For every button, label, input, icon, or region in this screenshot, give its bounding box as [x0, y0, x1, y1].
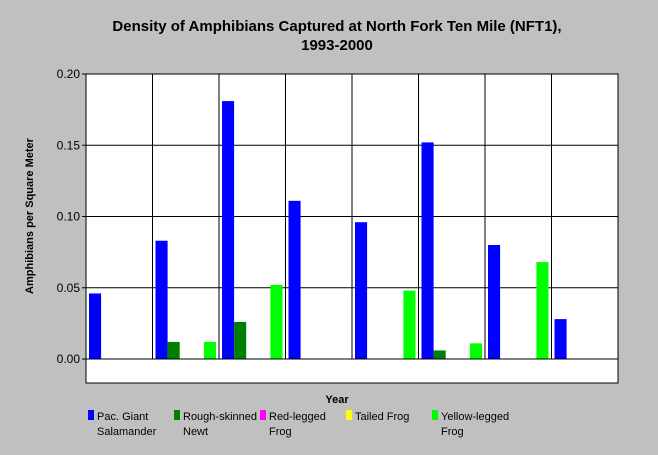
bar	[403, 290, 416, 359]
bar	[203, 341, 216, 359]
y-tick-label: 0.15	[57, 138, 81, 152]
bar	[554, 319, 567, 359]
legend-swatch	[432, 410, 438, 420]
y-axis-label: Amphibians per Square Meter	[24, 137, 36, 294]
bar	[89, 293, 102, 359]
bar	[536, 262, 549, 359]
legend: Pac. Giant Salamander Rough-skinned Newt Red…	[88, 410, 509, 438]
chart-title-line-2: 1993-2000	[301, 37, 373, 54]
legend-label: Red-legged	[269, 411, 326, 423]
bar	[433, 350, 446, 359]
legend-label: Rough-skinned	[183, 411, 257, 423]
x-axis-label: Year	[325, 394, 349, 406]
legend-label: Salamander	[97, 426, 157, 438]
bar	[355, 222, 368, 359]
legend-label: Newt	[183, 426, 208, 438]
y-tick-label: 0.05	[57, 281, 81, 295]
chart-title-line-1: Density of Amphibians Captured at North …	[112, 18, 561, 35]
legend-swatch	[346, 410, 352, 420]
y-tick-label: 0.10	[57, 210, 81, 224]
legend-label: Frog	[269, 426, 292, 438]
bar	[167, 341, 180, 359]
bar	[488, 245, 501, 359]
bar	[234, 321, 247, 359]
y-tick-labels: 0.00 0.05 0.10 0.15 0.20	[57, 67, 86, 366]
legend-label: Tailed Frog	[355, 411, 409, 423]
bar	[270, 284, 283, 359]
legend-swatch	[174, 410, 180, 420]
y-tick-label: 0.00	[57, 352, 81, 366]
legend-swatch	[88, 410, 94, 420]
legend-label: Pac. Giant	[97, 411, 148, 423]
bar	[155, 240, 168, 359]
legend-label: Yellow-legged	[441, 411, 509, 423]
bar	[421, 142, 434, 359]
bar	[222, 101, 235, 359]
y-tick-label: 0.20	[57, 67, 81, 81]
bar	[469, 343, 482, 359]
legend-label: Frog	[441, 426, 464, 438]
bar	[288, 200, 301, 359]
x-axis-label-band	[85, 358, 619, 384]
bars	[89, 101, 567, 359]
legend-swatch	[260, 410, 266, 420]
